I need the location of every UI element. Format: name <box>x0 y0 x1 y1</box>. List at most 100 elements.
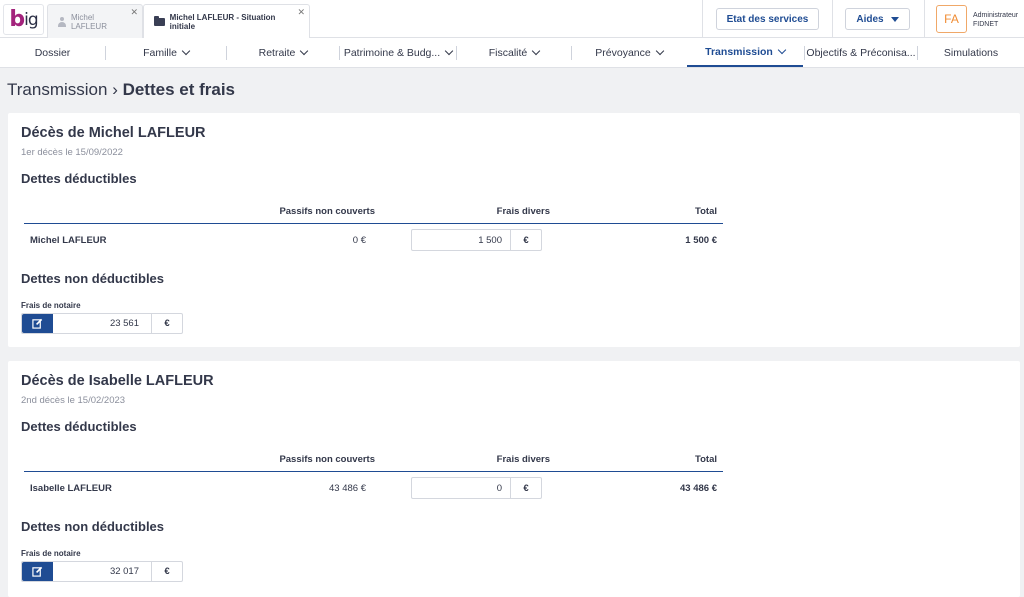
chevron-down-icon <box>300 46 309 55</box>
frais-divers-input[interactable]: 0 <box>412 478 511 498</box>
currency-addon: € <box>164 318 170 329</box>
table-header: Passifs non couverts Frais divers Total <box>24 204 723 224</box>
nav-objectifs[interactable]: Objectifs & Préconisa... <box>805 38 917 67</box>
aides-label: Aides <box>856 13 884 25</box>
nav-label: Prévoyance <box>595 46 651 59</box>
divider <box>924 0 925 38</box>
deces-date: 1er décès le 15/09/2022 <box>21 147 123 158</box>
currency-addon: € <box>523 235 529 246</box>
tab-situation[interactable]: Michel LAFLEUR - Situation initiale ✕ <box>143 4 310 39</box>
divider <box>105 46 106 60</box>
user-org: FIDNET <box>973 21 999 28</box>
tab-situation-label: Michel LAFLEUR - Situation initiale <box>169 13 276 31</box>
nav-label: Fiscalité <box>488 46 528 59</box>
services-button[interactable]: Etat des services <box>716 8 819 30</box>
nav-label: Transmission <box>705 45 773 58</box>
frais-divers-input-group: 1 500 € <box>411 229 542 251</box>
nav-label: Simulations <box>943 46 999 59</box>
folder-icon <box>154 16 165 26</box>
nav-label: Dossier <box>34 46 71 59</box>
row-passifs: 43 486 € <box>329 483 366 494</box>
nav-retraite[interactable]: Retraite <box>227 38 339 67</box>
top-bar: b ig Michel LAFLEUR ✕ Michel LAFLEUR - Si… <box>0 0 1024 39</box>
nav-label: Famille <box>143 46 177 59</box>
frais-notaire-input-group: 23 561 € <box>21 313 183 334</box>
divider <box>339 46 340 60</box>
user-icon <box>58 16 66 27</box>
divider <box>832 0 833 38</box>
app-logo[interactable]: b ig <box>3 4 44 35</box>
tab-client-label: Michel LAFLEUR <box>70 12 107 31</box>
row-passifs: 0 € <box>352 235 366 246</box>
chevron-down-icon <box>777 45 787 54</box>
column-header-frais: Frais divers <box>496 206 550 217</box>
section-title-non-deductibles: Dettes non déductibles <box>21 519 165 534</box>
row-total: 43 486 € <box>680 483 717 494</box>
nav-prevoyance[interactable]: Prévoyance <box>572 38 686 67</box>
divider <box>702 0 703 38</box>
edit-icon <box>32 318 43 329</box>
deces-date: 2nd décès le 15/02/2023 <box>21 395 126 406</box>
page-title: Transmission › Dettes et frais <box>7 80 235 100</box>
table-header: Passifs non couverts Frais divers Total <box>24 452 723 472</box>
deces-title: Décès de Michel LAFLEUR <box>21 125 206 141</box>
nav-simulations[interactable]: Simulations <box>918 38 1024 67</box>
column-header-frais: Frais divers <box>496 454 550 465</box>
nav-label: Retraite <box>258 46 296 59</box>
frais-notaire-label: Frais de notaire <box>21 549 81 558</box>
user-role: Administrateur <box>973 12 1019 19</box>
divider <box>456 46 457 60</box>
divider <box>226 46 227 60</box>
nav-famille[interactable]: Famille <box>106 38 226 67</box>
nav-fiscalite[interactable]: Fiscalité <box>457 38 571 67</box>
main-nav: Dossier Famille Retraite Patrimoine & Bu… <box>0 38 1024 68</box>
chevron-down-icon <box>655 46 664 55</box>
user-info: Administrateur FIDNET <box>973 11 1018 29</box>
column-header-total: Total <box>695 454 717 465</box>
caret-down-icon <box>890 16 899 22</box>
deces-card-2: Décès de Isabelle LAFLEUR 2nd décès le 1… <box>8 361 1020 597</box>
tab-client[interactable]: Michel LAFLEUR ✕ <box>47 4 143 38</box>
chevron-down-icon <box>532 46 541 55</box>
section-title-deductibles: Dettes déductibles <box>21 171 137 186</box>
column-header-passifs: Passifs non couverts <box>279 454 375 465</box>
divider <box>917 46 918 60</box>
frais-divers-input[interactable]: 1 500 <box>412 230 511 250</box>
close-icon[interactable]: ✕ <box>297 7 305 17</box>
column-header-total: Total <box>695 206 717 217</box>
aides-button[interactable]: Aides <box>845 8 910 30</box>
edit-icon <box>32 566 43 577</box>
nav-label: Patrimoine & Budg... <box>343 46 441 59</box>
currency-addon: € <box>523 483 529 494</box>
edit-button[interactable] <box>22 562 53 581</box>
nav-transmission[interactable]: Transmission <box>687 38 803 67</box>
currency-addon: € <box>164 566 170 577</box>
chevron-down-icon <box>444 46 454 55</box>
divider <box>804 46 805 60</box>
deces-title: Décès de Isabelle LAFLEUR <box>21 373 214 389</box>
table-row: Michel LAFLEUR 0 € 1 500 € 1 500 € <box>24 227 723 254</box>
row-total: 1 500 € <box>685 235 717 246</box>
chevron-down-icon <box>181 46 191 55</box>
nav-dossier[interactable]: Dossier <box>0 38 105 67</box>
section-title-non-deductibles: Dettes non déductibles <box>21 271 165 286</box>
row-name: Isabelle LAFLEUR <box>30 483 112 494</box>
frais-notaire-input[interactable]: 23 561 <box>53 314 152 333</box>
avatar[interactable]: FA <box>936 5 967 33</box>
row-name: Michel LAFLEUR <box>30 235 107 246</box>
table-row: Isabelle LAFLEUR 43 486 € 0 € 43 486 € <box>24 475 723 502</box>
frais-notaire-input[interactable]: 32 017 <box>53 562 152 581</box>
frais-divers-input-group: 0 € <box>411 477 542 499</box>
breadcrumb-separator: › <box>112 80 123 99</box>
column-header-passifs: Passifs non couverts <box>279 206 375 217</box>
close-icon[interactable]: ✕ <box>130 7 138 17</box>
breadcrumb[interactable]: Transmission <box>7 80 108 99</box>
section-title-deductibles: Dettes déductibles <box>21 419 137 434</box>
nav-label: Objectifs & Préconisa... <box>806 46 916 59</box>
nav-patrimoine[interactable]: Patrimoine & Budg... <box>340 38 456 67</box>
deces-card-1: Décès de Michel LAFLEUR 1er décès le 15/… <box>8 113 1020 347</box>
frais-notaire-input-group: 32 017 € <box>21 561 183 582</box>
frais-notaire-label: Frais de notaire <box>21 301 81 310</box>
page-title-current: Dettes et frais <box>122 80 236 99</box>
edit-button[interactable] <box>22 314 53 333</box>
